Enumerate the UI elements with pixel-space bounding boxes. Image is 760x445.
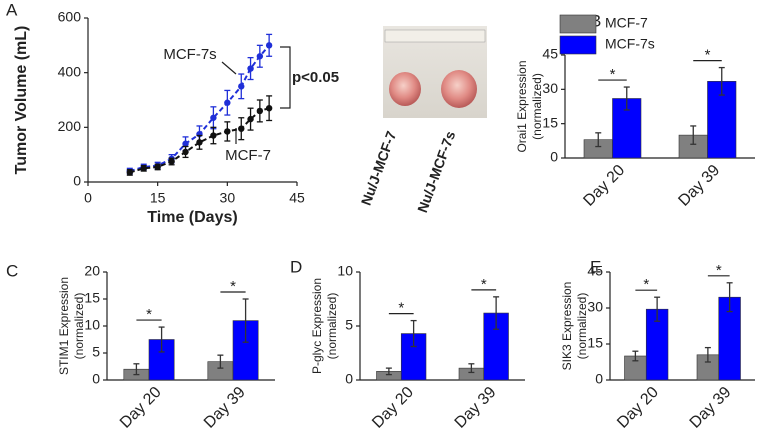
point <box>265 42 273 49</box>
significance-label: * <box>610 66 616 83</box>
x-tick-label: 15 <box>150 190 166 206</box>
point <box>247 65 254 72</box>
y-tick-label: 15 <box>587 335 603 351</box>
point <box>247 115 254 123</box>
point <box>168 158 175 165</box>
y-axis-label: SIK3 Expression <box>560 282 574 371</box>
y-tick-label: 0 <box>73 173 81 189</box>
arrow <box>221 61 237 75</box>
photo-label: Nu/J-MCF-7 <box>358 129 400 208</box>
x-tick-label: Day 20 <box>580 162 628 210</box>
point <box>224 99 231 106</box>
x-axis-label: Time (Days) <box>147 209 237 226</box>
significance-label: * <box>398 300 404 317</box>
tumor <box>441 70 477 108</box>
x-tick-label: 0 <box>84 190 92 206</box>
y-tick-label: 30 <box>542 80 558 96</box>
legend-label: MCF-7 <box>605 15 648 31</box>
x-tick-label: Day 20 <box>369 384 417 432</box>
point <box>154 163 161 171</box>
y-tick-label: 400 <box>58 63 82 79</box>
y-tick-label: 5 <box>345 317 353 333</box>
y-tick-label: 45 <box>542 46 558 62</box>
point <box>256 53 264 60</box>
y-axis-label: (normalized) <box>72 293 86 360</box>
y-tick-label: 200 <box>58 118 82 134</box>
y-axis-label: Orai1 Expression <box>515 60 529 152</box>
point <box>238 83 245 90</box>
panel-label: D <box>290 257 302 276</box>
y-tick-label: 5 <box>92 344 100 360</box>
x-tick-label: Day 39 <box>675 162 723 210</box>
y-tick-label: 15 <box>84 290 100 306</box>
significance-label: * <box>705 47 711 64</box>
y-axis-label: (normalized) <box>530 73 544 140</box>
x-tick-label: Day 20 <box>117 384 165 432</box>
y-tick-label: 600 <box>58 9 82 25</box>
y-tick-label: 0 <box>92 371 100 387</box>
significance-label: * <box>146 306 152 323</box>
y-tick-label: 0 <box>345 371 353 387</box>
legend-swatch <box>559 35 597 55</box>
y-tick-label: 20 <box>84 263 100 279</box>
x-tick-label: Day 39 <box>452 384 500 432</box>
x-tick-label: Day 20 <box>614 384 662 432</box>
tumor <box>389 72 421 106</box>
panel-label: E <box>590 257 601 276</box>
point <box>256 107 264 115</box>
photo <box>383 26 487 118</box>
legend-swatch <box>559 14 597 34</box>
legend-label: MCF-7s <box>605 36 655 52</box>
point <box>224 128 231 135</box>
photo-label: Nu/J-MCF-7s <box>414 129 458 215</box>
y-axis-label: (normalized) <box>325 293 339 360</box>
x-tick-label: Day 39 <box>201 384 249 432</box>
y-tick-label: 30 <box>587 299 603 315</box>
point <box>126 169 133 176</box>
series-label: MCF-7 <box>225 147 271 164</box>
y-axis-label: Tumor Volume (mL) <box>13 26 30 175</box>
y-tick-label: 0 <box>550 149 558 165</box>
y-tick-label: 0 <box>595 371 603 387</box>
ruler <box>384 29 486 43</box>
point <box>196 139 203 146</box>
annotation: p<0.05 <box>292 69 339 86</box>
y-tick-label: 10 <box>84 317 100 333</box>
significance-label: * <box>643 276 649 293</box>
point <box>265 105 273 112</box>
point <box>238 125 245 132</box>
significance-label: * <box>230 278 236 295</box>
panel-label: A <box>6 0 18 19</box>
point <box>182 148 189 156</box>
bracket <box>280 46 291 109</box>
y-tick-label: 10 <box>337 263 353 279</box>
y-tick-label: 15 <box>542 114 558 130</box>
panel-label: C <box>6 261 18 280</box>
y-axis-label: P-glyc Expression <box>310 278 324 374</box>
point <box>140 165 147 172</box>
x-tick-label: 45 <box>289 190 305 206</box>
significance-label: * <box>481 276 487 293</box>
x-tick-label: 30 <box>220 190 236 206</box>
point <box>210 114 217 121</box>
y-axis-label: STIM1 Expression <box>57 277 71 375</box>
y-axis-label: (normalized) <box>575 293 589 360</box>
series-label: MCF-7s <box>163 46 216 63</box>
y-tick-label: 45 <box>587 263 603 279</box>
x-tick-label: Day 39 <box>687 384 735 432</box>
point <box>182 140 189 147</box>
point <box>210 132 217 139</box>
significance-label: * <box>716 262 722 279</box>
